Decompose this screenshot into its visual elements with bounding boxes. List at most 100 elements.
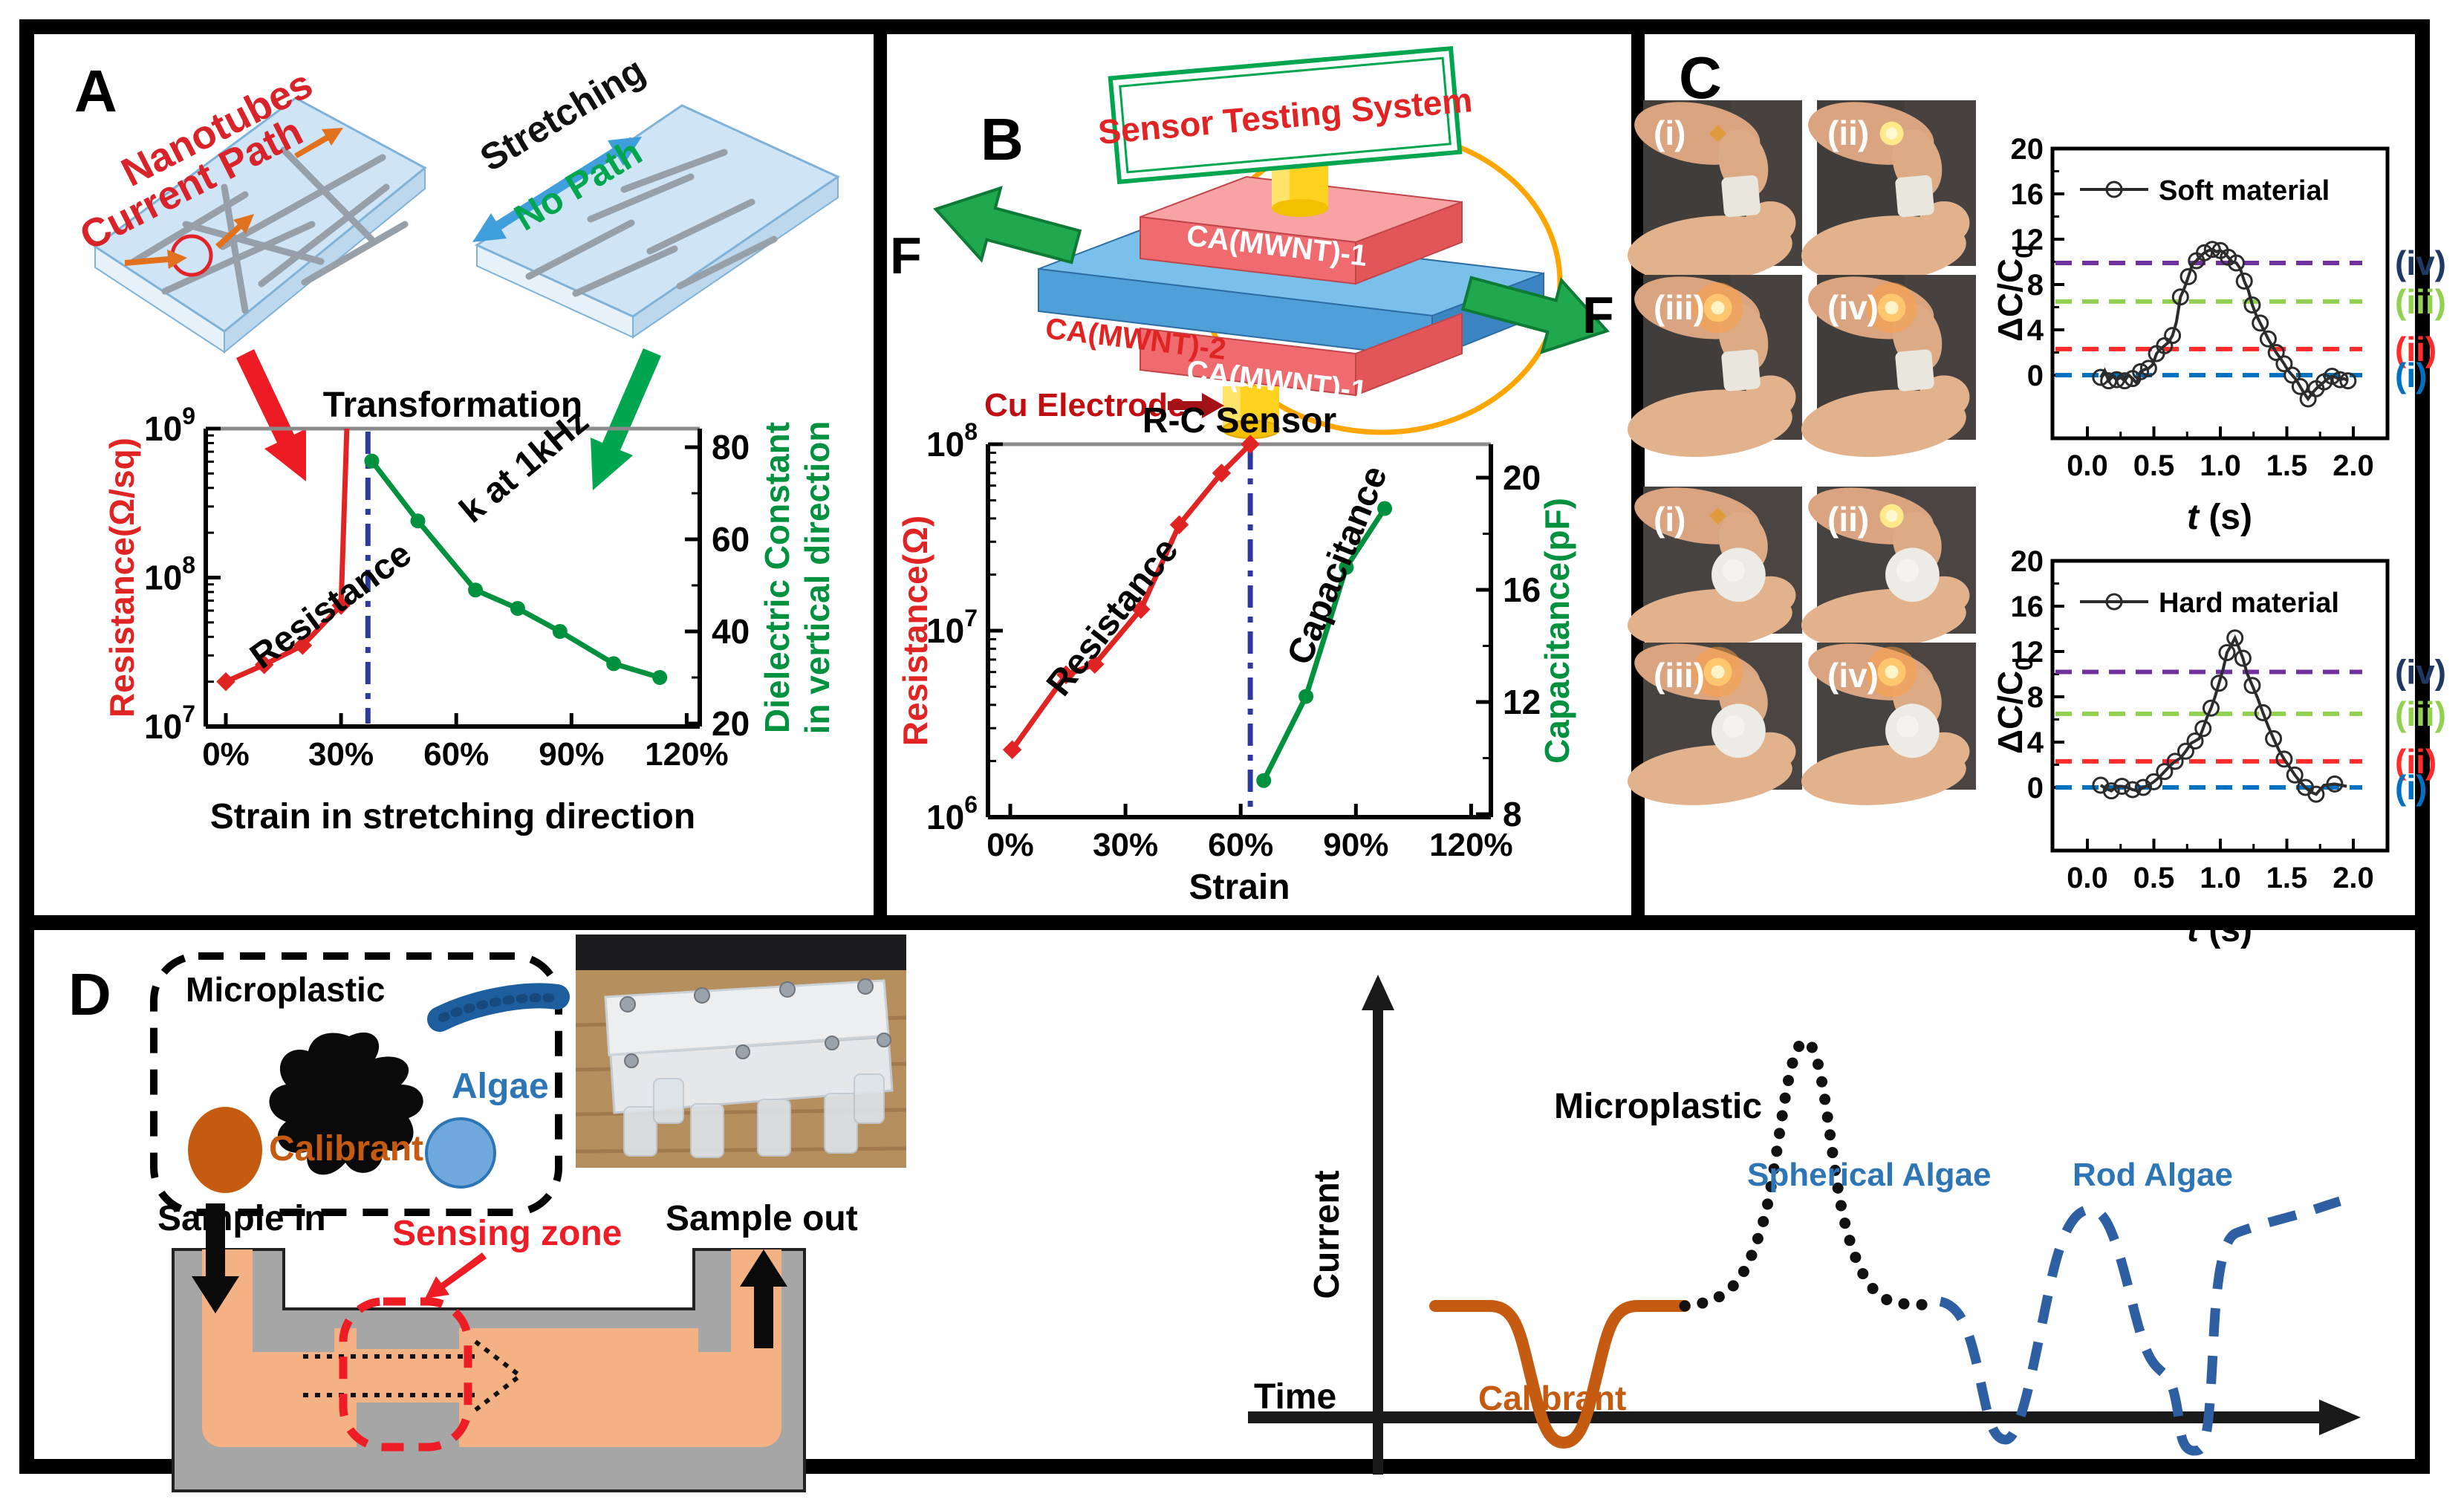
svg-text:20: 20 — [2011, 133, 2044, 166]
microplastic-blob — [269, 1032, 423, 1175]
svg-text:(i): (i) — [1654, 500, 1686, 539]
svg-text:t (s): t (s) — [2187, 910, 2252, 949]
sensing-zone-outline — [339, 1297, 472, 1452]
svg-text:8: 8 — [1503, 795, 1522, 833]
hard-material-chart: 0 4 8 12 16 20 0.0 0.5 1.0 1.5 2.0 (iv) (iii) (ii)(i)… — [1991, 545, 2446, 949]
force-right-label: F — [1582, 286, 1614, 344]
svg-text:(iii): (iii) — [2395, 695, 2446, 733]
finger-photo: (ii) — [1801, 100, 1976, 284]
svg-text:120%: 120% — [1429, 827, 1513, 863]
finger-photo: (iv) — [1801, 275, 1976, 458]
svg-text:Resistance: Resistance — [1039, 530, 1186, 703]
force-left-label: F — [890, 227, 922, 285]
svg-text:106: 106 — [926, 791, 978, 836]
svg-text:(ii): (ii) — [1827, 500, 1869, 539]
svg-text:109: 109 — [144, 403, 195, 448]
svg-text:60: 60 — [712, 520, 750, 559]
svg-text:0.0: 0.0 — [2067, 862, 2108, 894]
stretched-film-illustration — [472, 104, 841, 339]
microplastic-curve-label: Microplastic — [1554, 1087, 1762, 1126]
calibrant-curve-label: Calibrant — [1478, 1379, 1626, 1417]
svg-text:0%: 0% — [986, 827, 1034, 863]
sensing-constriction — [357, 1328, 459, 1447]
device-photo — [575, 935, 907, 1168]
svg-text:(iii): (iii) — [1654, 656, 1705, 695]
sample-in-label: Sample in — [157, 1199, 326, 1238]
svg-text:Capacitance(pF): Capacitance(pF) — [1538, 498, 1576, 764]
microplastic-label: Microplastic — [186, 970, 385, 1009]
rod-algae-texture — [438, 993, 559, 1022]
svg-text:Resistance(Ω/sq): Resistance(Ω/sq) — [103, 438, 141, 718]
panel-d: D Microplastic Algae Calibrant — [68, 935, 2361, 1492]
svg-text:(ii): (ii) — [2395, 742, 2437, 781]
svg-text:(ii): (ii) — [2395, 330, 2437, 368]
svg-text:(i): (i) — [2395, 356, 2427, 394]
finger-photo: (i) — [1627, 100, 1802, 284]
svg-text:12: 12 — [2011, 224, 2044, 256]
svg-text:20: 20 — [2011, 545, 2044, 578]
svg-text:1.0: 1.0 — [2200, 449, 2241, 482]
sensor-testing-box: Sensor Testing System — [1096, 45, 1474, 185]
svg-text:4: 4 — [2027, 727, 2044, 759]
cu-electrode-label: Cu Electrode — [984, 387, 1186, 423]
svg-text:(i): (i) — [1654, 114, 1686, 152]
svg-text:1.0: 1.0 — [2200, 862, 2241, 894]
cu-electrode-arrow — [1168, 393, 1224, 418]
svg-text:40: 40 — [712, 612, 750, 651]
sample-legend-box: Microplastic Algae Calibrant — [150, 952, 570, 1216]
device-screws — [620, 978, 891, 1068]
svg-text:0.0: 0.0 — [2067, 449, 2108, 482]
separated-nanotubes — [525, 149, 778, 297]
svg-text:Strain: Strain — [1189, 868, 1290, 907]
response-curve — [2099, 634, 2347, 796]
svg-text:16: 16 — [2011, 178, 2044, 211]
time-axis-label: Time — [1254, 1377, 1336, 1417]
svg-text:4: 4 — [2027, 314, 2044, 347]
svg-text:0: 0 — [2027, 772, 2044, 805]
panel-a: A Nanotub — [73, 49, 841, 836]
svg-text:0: 0 — [2027, 360, 2044, 392]
hard-material-photos: (i) (ii) (iii) (iv) — [1627, 487, 1976, 805]
flow-cell-cross-section — [172, 1203, 806, 1492]
panel-b: B — [890, 45, 1614, 907]
panel-divider-ab — [874, 34, 887, 915]
svg-text:Hard material: Hard material — [2159, 588, 2339, 619]
svg-text:(i): (i) — [2395, 768, 2427, 807]
calibrant-curve — [1429, 1300, 1691, 1449]
svg-text:(ii): (ii) — [1827, 114, 1869, 152]
finger-photo: (iv) — [1801, 643, 1976, 805]
svg-text:12: 12 — [2011, 636, 2044, 669]
svg-text:0.5: 0.5 — [2133, 449, 2175, 482]
svg-text:30%: 30% — [1093, 827, 1158, 863]
svg-text:107: 107 — [144, 701, 195, 746]
svg-text:90%: 90% — [1323, 827, 1388, 863]
svg-text:2.0: 2.0 — [2333, 449, 2374, 482]
svg-text:Transformation: Transformation — [323, 386, 582, 425]
svg-text:(iv): (iv) — [2395, 244, 2446, 282]
current-path-arrows — [125, 128, 343, 269]
soft-material-chart: 0 4 8 12 16 20 0.0 0.5 1.0 1.5 2.0 (iv)(iii) (ii)(i)… — [1991, 133, 2446, 537]
transformation-chart: 109 108 107 80 60 40 20 0% 30% 60% 90% 120% Transfor… — [103, 386, 836, 836]
algae-label: Algae — [452, 1067, 549, 1106]
svg-text:(iv): (iv) — [1827, 288, 1879, 327]
svg-text:8: 8 — [2027, 269, 2044, 302]
svg-text:0.5: 0.5 — [2133, 862, 2175, 894]
svg-text:t (s): t (s) — [2187, 498, 2252, 537]
svg-text:(iii): (iii) — [2395, 282, 2446, 321]
svg-text:16: 16 — [1503, 571, 1541, 609]
svg-text:2.0: 2.0 — [2333, 862, 2374, 894]
relaxed-film-illustration — [93, 97, 427, 354]
current-axis-label: Current — [1307, 1170, 1347, 1299]
force-arrow-left — [933, 186, 1082, 264]
svg-text:Dielectric Constant: Dielectric Constant — [758, 422, 796, 733]
svg-text:80: 80 — [712, 428, 750, 467]
svg-text:8: 8 — [2027, 681, 2044, 714]
finger-photo: (iii) — [1627, 643, 1802, 805]
force-arrow-right — [1460, 276, 1610, 354]
svg-text:1.5: 1.5 — [2266, 862, 2308, 894]
panel-b-label: B — [981, 106, 1024, 172]
spherical-algae-label: Spherical Algae — [1747, 1157, 1992, 1193]
svg-text:Resistance(Ω): Resistance(Ω) — [896, 516, 934, 746]
svg-text:120%: 120% — [645, 736, 729, 773]
svg-text:0%: 0% — [202, 736, 250, 773]
